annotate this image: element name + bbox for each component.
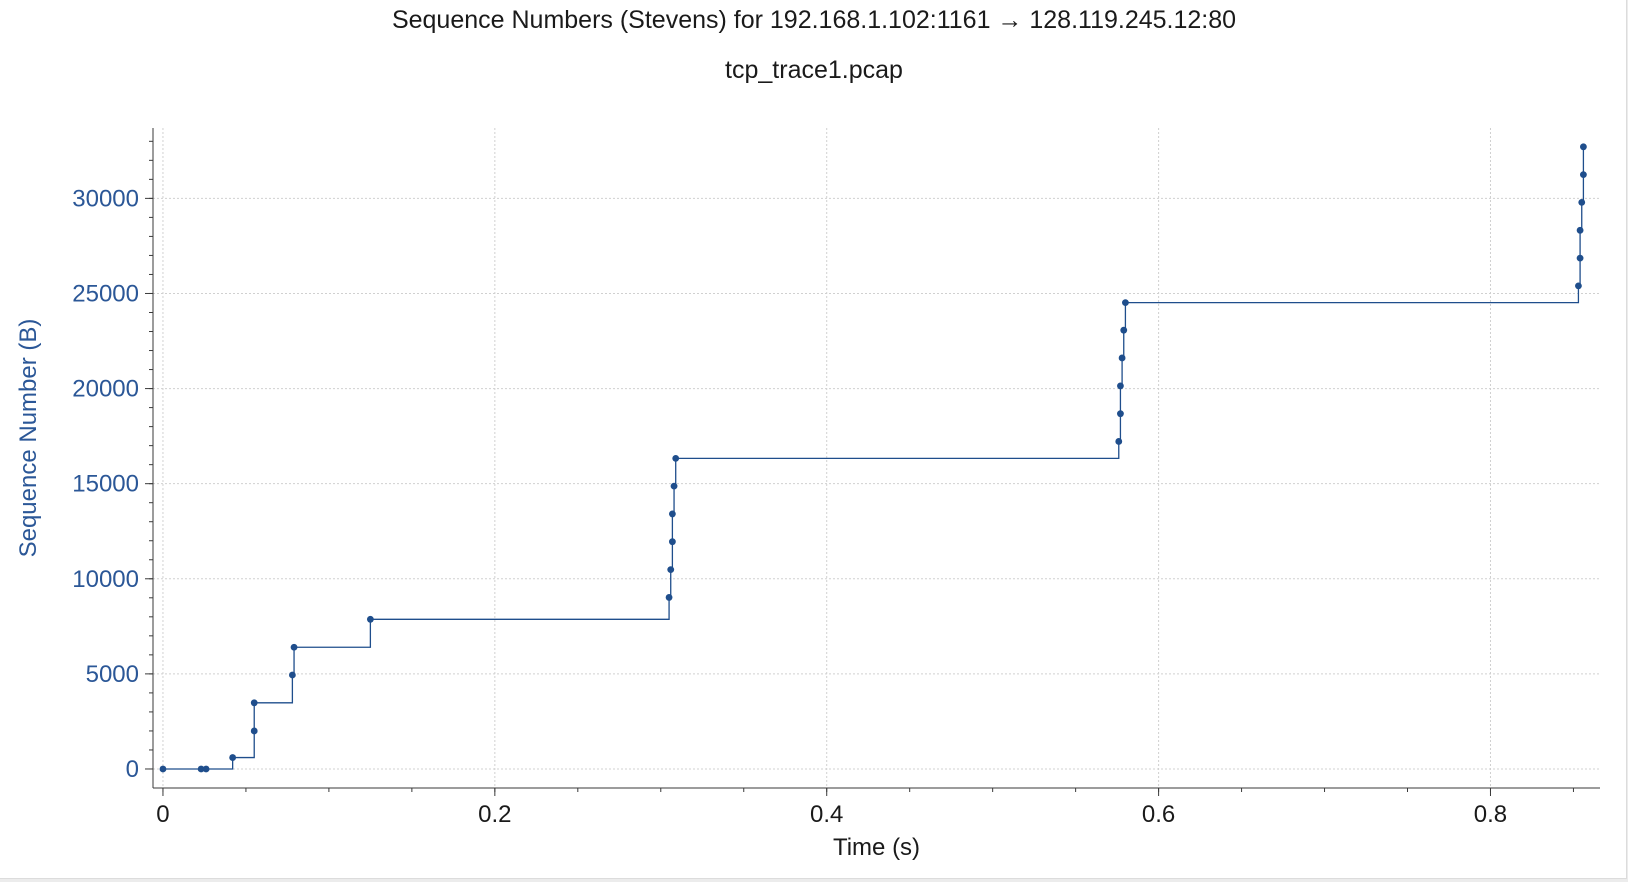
y-tick-label: 5000: [86, 661, 139, 688]
y-tick-label: 0: [126, 756, 139, 783]
x-tick-label: 0.8: [1474, 801, 1507, 828]
data-point: [667, 566, 675, 574]
series-layer: [162, 146, 1585, 770]
series-step-line: [162, 146, 1585, 770]
y-tick-label: 25000: [72, 280, 139, 307]
data-point: [1576, 226, 1584, 234]
chart-title: Sequence Numbers (Stevens) for 192.168.1…: [391, 6, 1237, 34]
data-point: [668, 538, 676, 546]
y-axis-label: Sequence Number (B): [15, 319, 42, 558]
data-point: [366, 615, 374, 623]
x-tick-label: 0: [156, 801, 169, 828]
y-tick-label: 10000: [72, 566, 139, 593]
data-point: [290, 643, 298, 651]
chart-subtitle: tcp_trace1.pcap: [725, 56, 903, 84]
x-tick-label: 0.6: [1142, 801, 1175, 828]
data-point: [1580, 143, 1587, 151]
data-point: [250, 727, 258, 735]
x-axis-label: Time (s): [833, 834, 920, 861]
data-point: [1117, 382, 1124, 390]
data-point: [229, 754, 237, 761]
series-points: [159, 143, 1587, 773]
data-point: [665, 594, 673, 601]
data-point: [1120, 326, 1128, 334]
y-tick-label: 30000: [72, 185, 139, 212]
data-point: [670, 482, 678, 490]
grid-lines: [153, 128, 1600, 788]
data-point: [1580, 171, 1587, 178]
data-point: [668, 510, 676, 518]
y-tick-label: 20000: [72, 376, 139, 403]
data-point: [288, 671, 296, 679]
data-point: [159, 765, 167, 773]
data-point: [1115, 438, 1123, 445]
data-point: [202, 765, 210, 773]
plot-axes: [152, 128, 1600, 789]
data-point: [1578, 198, 1586, 206]
data-point: [1576, 254, 1584, 262]
data-point: [1117, 410, 1124, 418]
x-tick-label: 0.4: [810, 801, 843, 828]
y-tick-label: 15000: [72, 471, 139, 498]
data-point: [1575, 282, 1582, 290]
data-point: [197, 765, 205, 773]
x-tick-label: 0.2: [478, 801, 511, 828]
data-point: [1122, 299, 1129, 307]
data-point: [1118, 354, 1126, 362]
axis-ticks: 0 0.2 0.4 0.6 0.8 0 5000 10000 15000 20000 25000 30…: [72, 140, 1574, 828]
data-point: [672, 454, 680, 462]
data-point: [250, 699, 258, 707]
